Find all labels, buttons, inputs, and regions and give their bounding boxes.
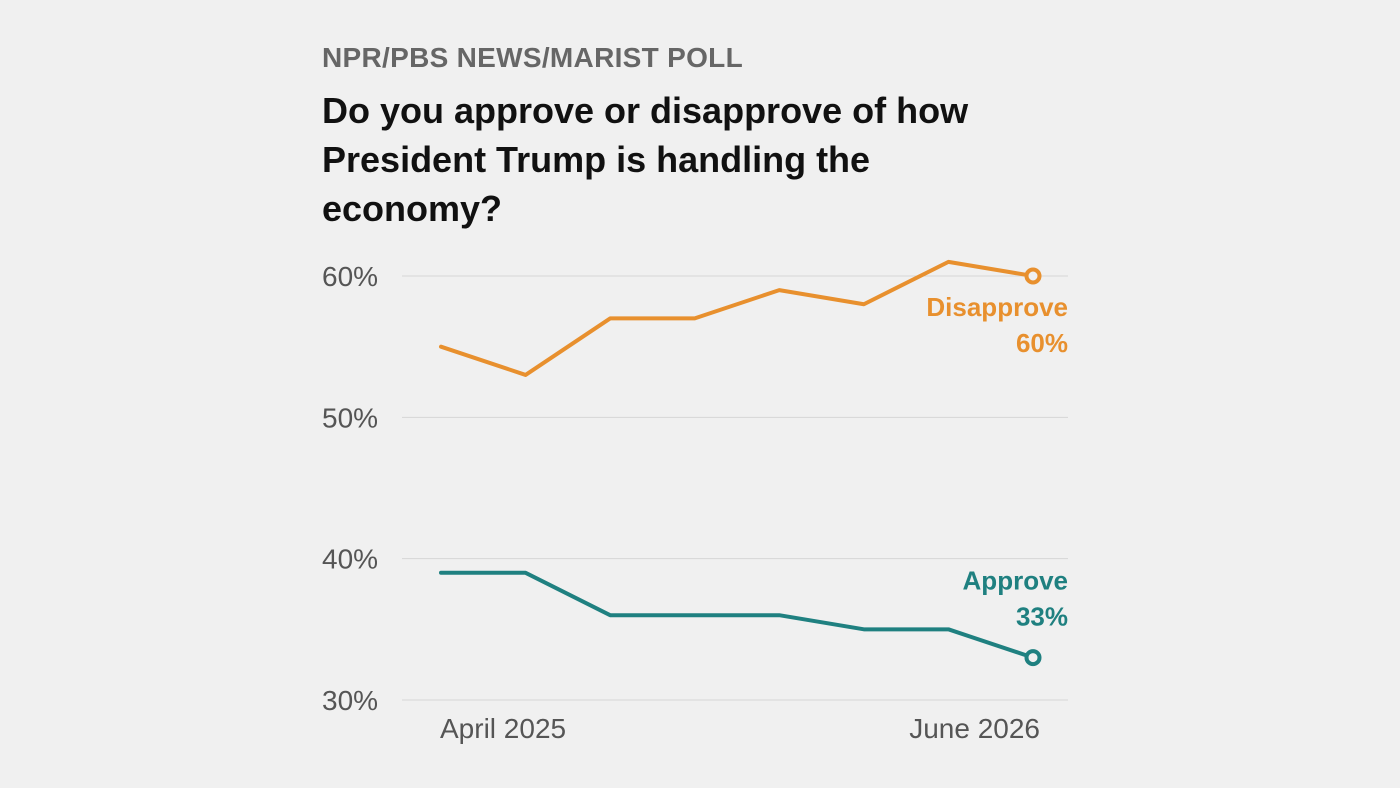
disapprove-point	[1024, 267, 1042, 285]
approve-label: Approve	[963, 566, 1068, 596]
series-lines	[439, 259, 1042, 667]
x-tick-label: June 2026	[909, 713, 1040, 744]
y-tick-label: 50%	[322, 402, 378, 433]
approve-point	[1024, 649, 1042, 667]
disapprove-line	[439, 259, 1035, 377]
disapprove-label: Disapprove	[926, 292, 1068, 322]
x-axis-labels: April 2025 June 2026	[440, 713, 1040, 744]
chart-kicker: NPR/PBS NEWS/MARIST POLL	[322, 42, 743, 73]
series-end-labels: Disapprove 60% Approve 33%	[926, 292, 1068, 632]
disapprove-value-label: 60%	[1016, 328, 1068, 358]
chart-title: Do you approve or disapprove of how Pres…	[322, 90, 969, 229]
y-tick-label: 40%	[322, 544, 378, 575]
x-tick-label: April 2025	[440, 713, 566, 744]
y-tick-label: 60%	[322, 261, 378, 292]
approve-line	[439, 570, 1035, 660]
gridlines	[402, 275, 1068, 701]
y-tick-label: 30%	[322, 685, 378, 716]
approve-value-label: 33%	[1016, 602, 1068, 632]
y-axis-labels: 60% 50% 40% 30%	[322, 261, 378, 716]
